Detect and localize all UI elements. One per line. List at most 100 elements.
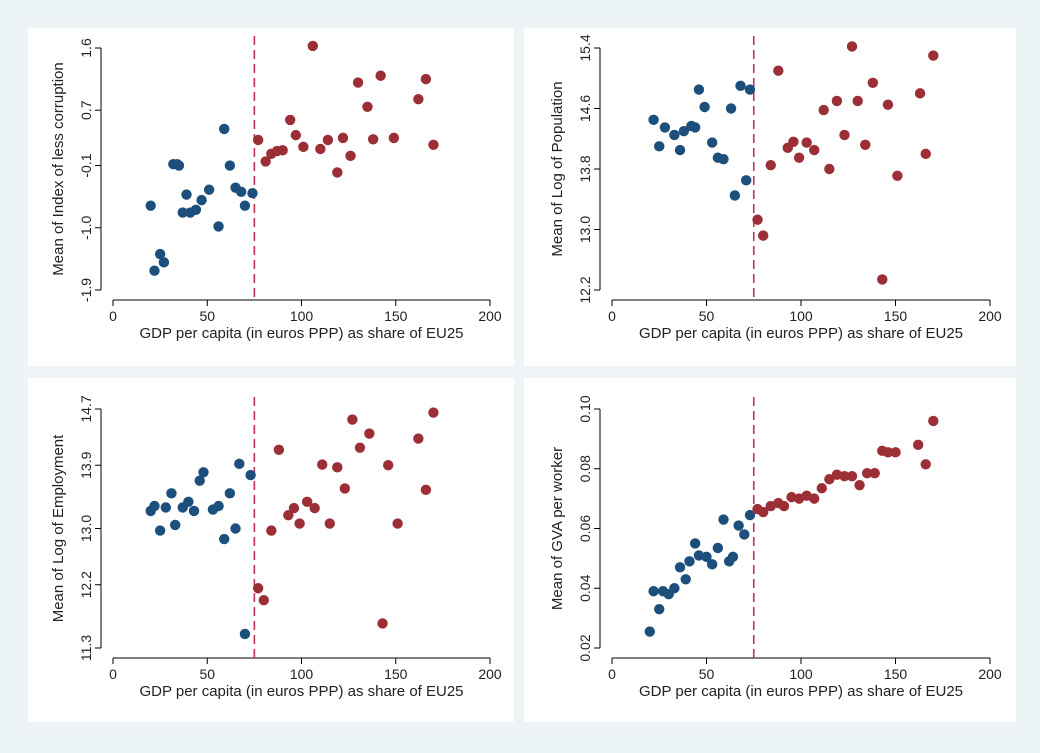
y-axis-title: Mean of GVA per worker <box>549 447 566 610</box>
data-point-below <box>149 265 160 276</box>
data-point-above <box>816 482 827 494</box>
y-tick-label: 13.0 <box>78 515 94 542</box>
data-point-above <box>377 618 388 629</box>
y-tick-label: 0.10 <box>577 395 593 422</box>
x-axis-title: GDP per capita (in euros PPP) as share o… <box>139 325 463 342</box>
data-point-above <box>392 518 403 529</box>
data-point-above <box>758 506 769 518</box>
data-point-above <box>758 230 769 241</box>
data-point-above <box>788 136 799 147</box>
data-point-below <box>680 574 691 585</box>
data-point-above <box>290 129 302 141</box>
data-point-above <box>288 502 300 514</box>
data-point-above <box>778 500 790 512</box>
data-point-above <box>375 70 386 81</box>
y-tick-label: 15.4 <box>577 34 593 61</box>
x-tick-label: 0 <box>109 666 117 682</box>
data-point-above <box>332 167 343 178</box>
x-tick-label: 150 <box>384 308 408 324</box>
data-point-below <box>173 160 185 171</box>
data-point-above <box>877 274 888 285</box>
y-tick-label: 12.2 <box>78 571 94 598</box>
data-point-below <box>684 556 695 567</box>
data-point-below <box>648 586 659 597</box>
data-point-above <box>801 137 812 148</box>
data-point-above <box>307 40 319 52</box>
data-point-above <box>364 428 375 439</box>
data-point-below <box>689 122 701 133</box>
data-point-below <box>160 502 171 513</box>
data-point-above <box>283 509 294 521</box>
data-point-above <box>301 496 313 507</box>
data-point-above <box>352 77 364 88</box>
data-point-below <box>219 123 230 135</box>
panel-background <box>28 28 514 366</box>
panel-background <box>28 378 514 722</box>
data-point-below <box>224 160 236 171</box>
data-point-above <box>890 447 901 458</box>
data-point-above <box>428 139 439 150</box>
data-point-above <box>428 407 439 418</box>
y-tick-label: 0.04 <box>577 574 593 601</box>
y-tick-label: -0.1 <box>78 153 94 177</box>
y-axis-title: Mean of Index of less corruption <box>50 62 67 275</box>
data-point-below <box>718 153 729 165</box>
data-point-above <box>912 439 924 451</box>
x-tick-label: 100 <box>789 308 813 324</box>
data-point-below <box>739 529 750 540</box>
x-tick-label: 50 <box>199 308 215 324</box>
panel-population: 0 50 100 150 200 12.2 13.0 13.8 14.6 15.4 GDP per … <box>524 28 1016 366</box>
data-point-above <box>839 129 850 141</box>
data-point-below <box>718 514 729 525</box>
x-axis-title: GDP per capita (in euros PPP) as share o… <box>639 683 963 700</box>
data-point-below <box>648 114 659 126</box>
panel-background <box>524 28 1016 366</box>
x-tick-label: 0 <box>608 666 616 682</box>
data-point-above <box>258 595 269 606</box>
x-tick-label: 50 <box>699 308 715 324</box>
panel-employment: 0 50 100 150 200 11.3 12.2 13.0 13.9 14.7 GDP per … <box>28 378 514 722</box>
y-tick-label: 13.8 <box>577 155 593 182</box>
data-point-above <box>793 152 805 163</box>
data-point-below <box>727 551 739 563</box>
data-point-above <box>298 141 309 153</box>
data-point-above <box>928 50 939 61</box>
data-point-above <box>920 148 931 160</box>
data-point-below <box>188 505 200 517</box>
data-point-below <box>224 488 236 499</box>
y-tick-label: 12.2 <box>577 276 593 303</box>
data-point-below <box>203 184 215 195</box>
data-point-above <box>824 163 835 175</box>
data-point-below <box>198 467 209 478</box>
x-tick-label: 50 <box>699 666 715 682</box>
data-point-below <box>166 488 177 499</box>
data-point-below <box>213 221 224 232</box>
data-point-below <box>196 194 207 206</box>
data-point-above <box>317 459 328 470</box>
y-tick-label: -1.0 <box>78 215 94 239</box>
data-point-below <box>219 533 230 545</box>
y-tick-label: 14.7 <box>78 395 94 422</box>
data-point-below <box>706 137 718 148</box>
data-point-below <box>744 84 756 95</box>
data-point-below <box>654 141 665 152</box>
data-point-below <box>744 509 756 521</box>
data-point-above <box>920 459 931 470</box>
data-point-below <box>669 583 680 594</box>
data-point-below <box>239 200 251 211</box>
data-point-below <box>154 248 166 260</box>
data-point-below <box>654 603 665 615</box>
data-point-above <box>332 462 343 473</box>
data-point-below <box>181 189 192 200</box>
data-point-above <box>354 442 366 453</box>
data-point-above <box>367 134 379 145</box>
y-axis-title: Mean of Log of Population <box>549 81 566 256</box>
data-point-below <box>170 519 181 531</box>
x-axis-title: GDP per capita (in euros PPP) as share o… <box>639 325 963 342</box>
x-tick-label: 200 <box>478 666 502 682</box>
data-point-below <box>149 500 160 512</box>
panel-background <box>524 378 1016 722</box>
data-point-below <box>669 129 680 141</box>
x-tick-label: 0 <box>608 308 616 324</box>
data-point-above <box>309 502 320 514</box>
